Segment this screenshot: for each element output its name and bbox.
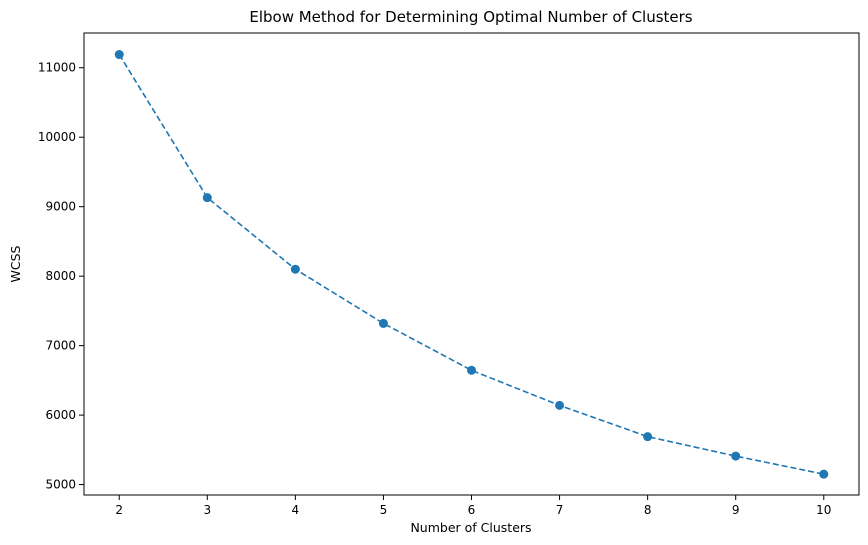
x-tick-label: 9 bbox=[732, 503, 740, 517]
data-point bbox=[555, 400, 565, 410]
data-point bbox=[114, 50, 124, 60]
data-point bbox=[290, 264, 300, 274]
data-point bbox=[643, 432, 653, 442]
y-axis-label: WCSS bbox=[8, 245, 23, 282]
x-tick-label: 10 bbox=[816, 503, 831, 517]
y-tick-label: 5000 bbox=[45, 478, 76, 492]
y-tick-label: 8000 bbox=[45, 269, 76, 283]
x-axis-ticks: 2 3 4 5 6 7 8 9 10 bbox=[115, 495, 831, 517]
data-point bbox=[731, 451, 741, 461]
series-markers bbox=[114, 50, 829, 479]
y-tick-label: 10000 bbox=[38, 130, 76, 144]
data-point bbox=[467, 365, 476, 375]
x-tick-label: 7 bbox=[556, 503, 564, 517]
y-tick-label: 7000 bbox=[45, 339, 76, 353]
data-point bbox=[819, 469, 829, 479]
x-tick-label: 2 bbox=[115, 503, 123, 517]
x-axis-label: Number of Clusters bbox=[410, 520, 531, 535]
y-tick-label: 9000 bbox=[45, 200, 76, 214]
x-tick-label: 4 bbox=[292, 503, 300, 517]
x-tick-label: 3 bbox=[203, 503, 211, 517]
plot-area-frame bbox=[83, 32, 860, 496]
chart-title: Elbow Method for Determining Optimal Num… bbox=[249, 8, 692, 26]
x-tick-label: 8 bbox=[644, 503, 652, 517]
x-tick-label: 6 bbox=[468, 503, 476, 517]
data-point bbox=[378, 318, 388, 328]
y-tick-label: 6000 bbox=[45, 408, 76, 422]
x-tick-label: 5 bbox=[380, 503, 388, 517]
y-axis-ticks: 5000 6000 7000 8000 9000 10000 11000 bbox=[38, 61, 84, 492]
data-point bbox=[202, 193, 212, 203]
series-line bbox=[118, 54, 824, 475]
y-tick-label: 11000 bbox=[38, 61, 76, 75]
